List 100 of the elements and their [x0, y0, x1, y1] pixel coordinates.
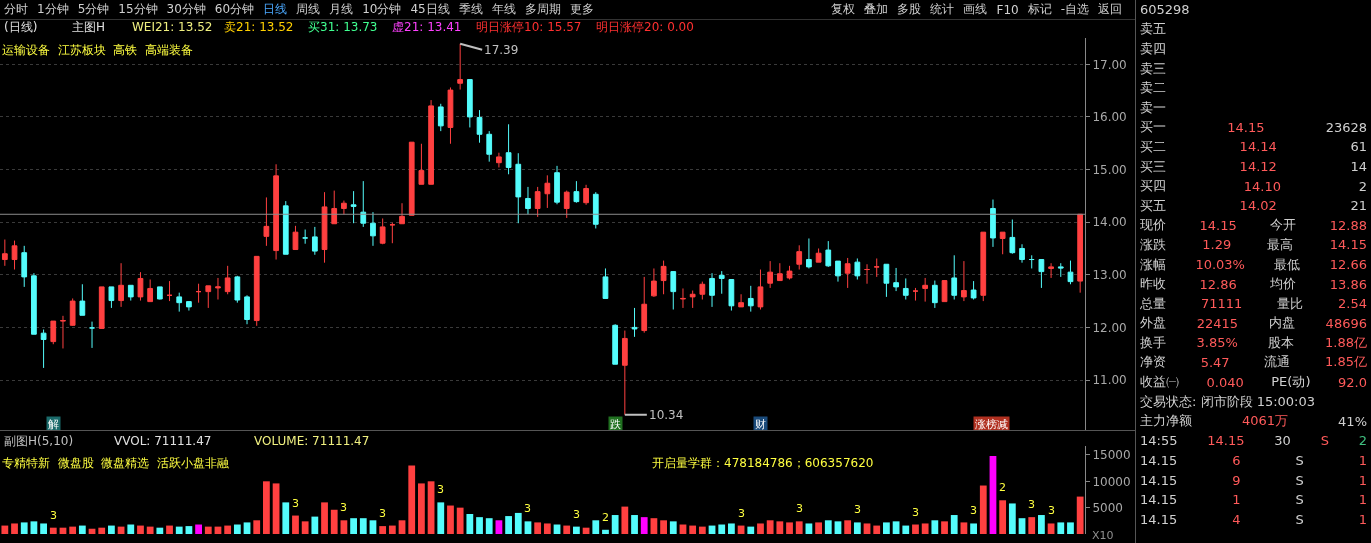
bar [902, 525, 910, 534]
bar [156, 527, 164, 534]
candlestick [389, 222, 396, 244]
bar [253, 520, 261, 534]
candlestick [370, 211, 376, 247]
candlestick [399, 202, 405, 225]
bar [650, 518, 658, 534]
y-tick-label: 5000 [1092, 500, 1123, 515]
bar [485, 518, 493, 534]
text: 虚21: 13.41 [392, 20, 462, 34]
bar [824, 520, 832, 534]
candlestick [215, 277, 221, 301]
bar [602, 529, 609, 534]
candlestick [496, 152, 502, 168]
y-tick-label: 15.00 [1092, 162, 1127, 177]
candlestick [1057, 262, 1064, 278]
bar [912, 524, 919, 534]
candlestick [893, 267, 899, 292]
candlestick [505, 123, 512, 175]
text: 15分钟 [118, 1, 158, 18]
text: 45日线 [410, 1, 450, 18]
text: -自选 [1060, 1, 1089, 18]
bar [728, 523, 735, 534]
candlestick [360, 180, 367, 228]
bar [863, 523, 871, 534]
candlestick [60, 315, 66, 349]
text: 年线 [491, 1, 516, 18]
text: 收益㈠ 0.040 PE(动) 92.0 [1140, 374, 1367, 390]
candlestick [806, 237, 812, 269]
candlestick [408, 141, 415, 216]
candlestick [263, 196, 270, 247]
bar [369, 520, 377, 534]
bar [1, 525, 9, 534]
bar [447, 505, 454, 534]
text: 买一 14.15 23628 [1140, 119, 1367, 135]
candlestick [525, 186, 531, 215]
candlestick [156, 286, 163, 301]
annotation: 3 [1028, 498, 1035, 511]
text: 14.15 9 S 1 [1140, 472, 1367, 488]
annotation: 3 [292, 497, 299, 510]
candlestick [224, 265, 231, 295]
bar [534, 522, 542, 534]
candlestick [108, 286, 115, 309]
candlestick [466, 79, 473, 128]
bar [640, 517, 648, 534]
y-tick-label: 14.00 [1092, 215, 1127, 230]
candlestick [738, 293, 744, 308]
candlestick [447, 86, 454, 145]
bar [175, 526, 183, 534]
candlestick [902, 277, 909, 301]
bar [30, 521, 38, 534]
bar [815, 522, 822, 534]
candlestick [854, 257, 861, 281]
candlestick [544, 174, 551, 209]
candlestick [341, 200, 347, 215]
candlestick [786, 265, 793, 281]
bar [979, 485, 987, 534]
bar [11, 523, 18, 534]
text: 统计 [930, 1, 955, 18]
candlestick [573, 180, 580, 204]
text: 买二 14.14 61 [1140, 138, 1367, 155]
bar [941, 521, 948, 534]
text: 季线 [458, 1, 483, 18]
bar [805, 523, 813, 534]
candlestick [592, 191, 599, 229]
bar [766, 520, 774, 534]
candlestick [418, 143, 425, 185]
bar [243, 522, 251, 534]
bar [573, 526, 580, 534]
bar [669, 521, 677, 534]
bar [495, 520, 503, 534]
bar [476, 517, 483, 534]
text: 1分钟 [37, 1, 69, 18]
bar [524, 521, 532, 534]
candlestick [331, 190, 338, 225]
bar [892, 521, 900, 534]
bar [282, 502, 290, 534]
candlestick [311, 226, 318, 256]
text: X10 [1092, 529, 1114, 542]
candlestick [515, 152, 522, 224]
candlestick [486, 130, 493, 163]
bar [776, 521, 784, 534]
candlestick [1028, 254, 1035, 269]
bar [224, 525, 232, 534]
y-tick-label: 10000 [1092, 474, 1131, 489]
text: WEI21: 13.52 [132, 20, 213, 34]
text: 标记 [1027, 1, 1052, 18]
candlestick [1077, 213, 1084, 294]
bar [166, 525, 173, 534]
candlestick [428, 99, 434, 185]
bar [834, 521, 842, 534]
candlestick [1019, 243, 1025, 264]
annotation: 运输设备 江苏板块 高铁 高端装备 [2, 43, 193, 57]
candlestick [941, 280, 948, 303]
text: 卖21: 13.52 [224, 20, 294, 34]
candlestick [253, 255, 260, 327]
bar [1047, 523, 1055, 534]
bar [970, 523, 977, 534]
bar [718, 524, 726, 534]
text: 明日涨停20: 0.00 [596, 20, 694, 34]
